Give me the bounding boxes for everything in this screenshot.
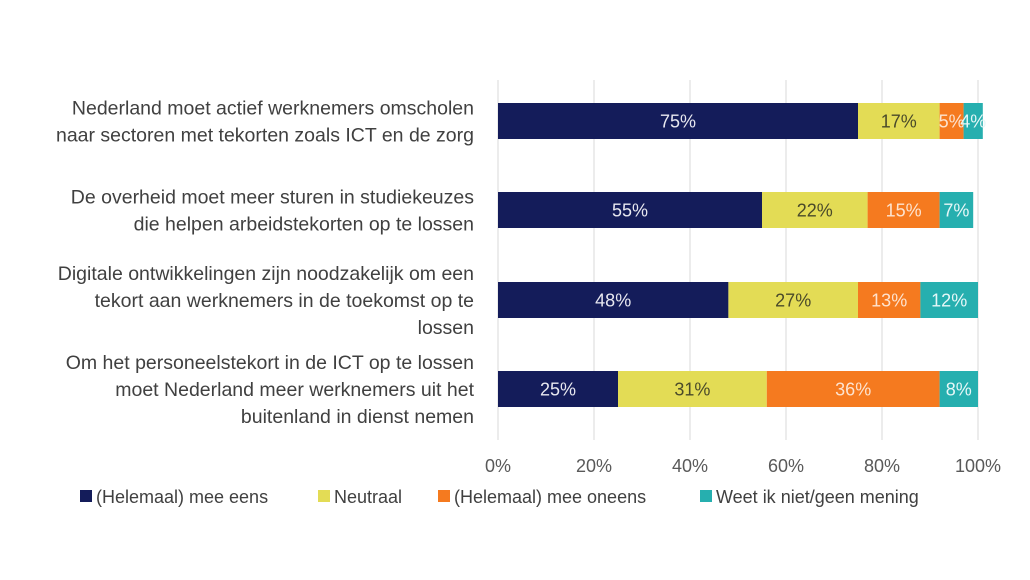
legend-item: Weet ik niet/geen mening xyxy=(700,487,919,507)
bar-segment xyxy=(858,103,940,139)
x-tick-label: 20% xyxy=(576,456,612,476)
legend-swatch xyxy=(438,490,450,502)
data-label: 7% xyxy=(943,201,969,221)
data-label: 27% xyxy=(775,291,811,311)
data-label: 31% xyxy=(674,380,710,400)
category-label: Digitale ontwikkelingen zijn noodzakelij… xyxy=(58,263,474,339)
data-label: 25% xyxy=(540,380,576,400)
bars: 75% 17% 5%4% 55% 22% 15% 7% 48% 27% 13% 12% 25% 31% 3… xyxy=(498,103,986,407)
bar-segment xyxy=(498,103,858,139)
data-label: 17% xyxy=(881,112,917,132)
legend-swatch xyxy=(700,490,712,502)
bar-segment xyxy=(963,103,983,139)
category-labels: Nederland moet actief werknemers omschol… xyxy=(56,98,475,429)
data-label: 48% xyxy=(595,291,631,311)
bar-segment xyxy=(618,371,767,407)
x-tick-label: 80% xyxy=(864,456,900,476)
bar-segment xyxy=(858,282,921,318)
bar-segment xyxy=(762,192,868,228)
bar-segment xyxy=(920,282,978,318)
legend-label: (Helemaal) mee eens xyxy=(96,487,268,507)
legend-swatch xyxy=(80,490,92,502)
x-tick-label: 0% xyxy=(485,456,511,476)
legend-item: (Helemaal) mee oneens xyxy=(438,487,646,507)
legend-label: (Helemaal) mee oneens xyxy=(454,487,646,507)
x-tick-label: 60% xyxy=(768,456,804,476)
bar-segment xyxy=(766,371,940,407)
legend-item: Neutraal xyxy=(318,487,402,507)
bar-segment xyxy=(867,192,940,228)
legend-label: Weet ik niet/geen mening xyxy=(716,487,919,507)
legend-label: Neutraal xyxy=(334,487,402,507)
bar-segment xyxy=(939,192,974,228)
bar-segment xyxy=(939,103,964,139)
data-label: 4% xyxy=(960,112,986,132)
x-tick-label: 40% xyxy=(672,456,708,476)
data-label: 15% xyxy=(886,201,922,221)
bar-segment xyxy=(728,282,858,318)
category-label: De overheid moet meer sturen in studieke… xyxy=(71,187,474,236)
bar-segment xyxy=(498,371,618,407)
legend: (Helemaal) mee eens Neutraal (Helemaal) me… xyxy=(80,487,919,507)
bar-segment xyxy=(498,282,729,318)
data-label: 22% xyxy=(797,201,833,221)
category-label: Om het personeelstekort in de ICT op te … xyxy=(66,352,475,428)
x-tick-label: 100% xyxy=(955,456,1001,476)
data-label: 8% xyxy=(946,380,972,400)
legend-item: (Helemaal) mee eens xyxy=(80,487,268,507)
data-label: 36% xyxy=(835,380,871,400)
data-label: 75% xyxy=(660,112,696,132)
data-label: 13% xyxy=(871,291,907,311)
x-axis-ticks: 0% 20% 40% 60% 80% 100% xyxy=(485,456,1001,476)
bar-segment xyxy=(498,192,762,228)
legend-swatch xyxy=(318,490,330,502)
data-label: 12% xyxy=(931,291,967,311)
data-label: 5% xyxy=(939,112,965,132)
bar-segment xyxy=(939,371,978,407)
data-label: 55% xyxy=(612,201,648,221)
category-label: Nederland moet actief werknemers omschol… xyxy=(56,98,474,147)
